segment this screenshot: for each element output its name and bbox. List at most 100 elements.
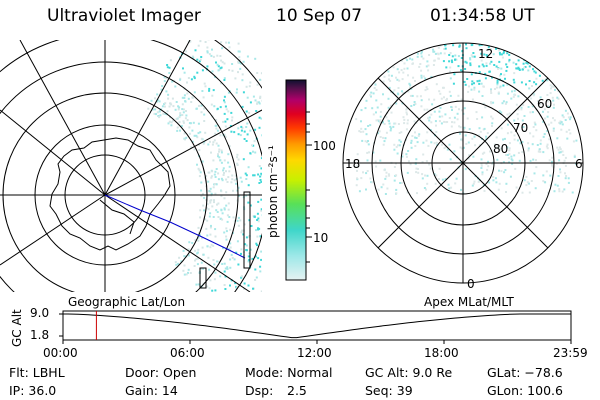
aurora-pixel: [508, 161, 511, 164]
timeline-x-tick: 18:00: [424, 346, 459, 360]
aurora-pixel: [560, 49, 563, 52]
aurora-pixel: [411, 58, 414, 61]
aurora-pixel: [379, 121, 382, 124]
aurora-pixel: [355, 184, 358, 187]
aurora-pixel: [533, 121, 536, 124]
aurora-pixel: [225, 306, 227, 308]
aurora-pixel: [206, 51, 209, 54]
aurora-pixel: [259, 97, 262, 99]
aurora-pixel: [547, 191, 550, 194]
aurora-pixel: [186, 81, 188, 84]
aurora-pixel: [260, 208, 262, 211]
mlt-label-6: 6: [575, 157, 583, 171]
aurora-pixel: [461, 109, 463, 112]
aurora-pixel: [194, 49, 197, 52]
aurora-pixel: [580, 62, 583, 65]
aurora-pixel: [198, 169, 201, 172]
aurora-pixel: [209, 226, 212, 229]
aurora-pixel: [229, 297, 231, 299]
aurora-pixel: [190, 101, 193, 103]
aurora-pixel: [421, 161, 424, 164]
aurora-pixel: [209, 201, 212, 204]
aurora-pixel: [566, 112, 569, 115]
aurora-pixel: [542, 135, 545, 138]
aurora-pixel: [564, 164, 567, 167]
aurora-pixel: [368, 66, 371, 69]
aurora-pixel: [361, 139, 364, 142]
aurora-pixel: [278, 140, 280, 142]
aurora-pixel: [197, 122, 200, 125]
aurora-pixel: [395, 145, 398, 148]
aurora-pixel: [220, 208, 223, 211]
aurora-pixel: [193, 265, 196, 267]
aurora-pixel: [249, 129, 252, 132]
aurora-pixel: [231, 116, 234, 119]
aurora-pixel: [531, 143, 534, 146]
aurora-pixel: [489, 150, 491, 153]
aurora-pixel: [356, 45, 359, 48]
aurora-pixel: [268, 304, 270, 306]
aurora-pixel: [551, 160, 553, 163]
aurora-pixel: [207, 143, 210, 146]
aurora-pixel: [260, 258, 262, 261]
aurora-pixel: [223, 99, 225, 102]
aurora-pixel: [569, 132, 572, 135]
aurora-pixel: [163, 105, 166, 108]
aurora-pixel: [183, 132, 186, 135]
aurora-pixel: [400, 181, 403, 184]
aurora-pixel: [398, 51, 401, 54]
aurora-pixel: [453, 116, 456, 119]
aurora-pixel: [546, 130, 549, 132]
aurora-pixel: [236, 321, 238, 323]
aurora-pixel: [181, 108, 184, 111]
aurora-pixel: [543, 133, 546, 136]
aurora-pixel: [540, 106, 543, 109]
altitude-timeline: [59, 310, 572, 344]
aurora-pixel: [395, 188, 398, 191]
aurora-pixel: [388, 44, 391, 47]
aurora-pixel: [201, 90, 204, 92]
aurora-pixel: [222, 174, 225, 176]
aurora-pixel: [380, 186, 383, 189]
aurora-pixel: [508, 149, 511, 152]
aurora-pixel: [534, 123, 537, 126]
aurora-pixel: [221, 179, 224, 182]
aurora-pixel: [240, 252, 242, 255]
aurora-pixel: [564, 177, 567, 180]
aurora-pixel: [377, 132, 380, 135]
aurora-pixel: [364, 128, 367, 131]
aurora-pixel: [502, 52, 505, 55]
aurora-pixel: [490, 115, 493, 118]
aurora-pixel: [268, 291, 270, 293]
aurora-pixel: [280, 118, 282, 120]
aurora-pixel: [389, 129, 392, 132]
aurora-pixel: [481, 95, 484, 97]
aurora-pixel: [187, 77, 190, 79]
door-status: Door: Open: [125, 365, 197, 380]
aurora-pixel: [538, 74, 541, 77]
aurora-pixel: [209, 233, 212, 236]
aurora-pixel: [482, 65, 485, 68]
aurora-pixel: [450, 125, 453, 128]
aurora-pixel: [210, 151, 212, 154]
aurora-pixel: [556, 137, 559, 140]
aurora-pixel: [558, 121, 561, 124]
aurora-pixel: [561, 190, 564, 193]
aurora-pixel: [571, 191, 574, 194]
aurora-pixel: [478, 65, 481, 68]
aurora-pixel: [224, 105, 227, 108]
aurora-pixel: [564, 109, 567, 112]
aurora-pixel: [556, 77, 559, 80]
aurora-pixel: [380, 71, 383, 74]
aurora-pixel: [513, 119, 516, 122]
aurora-pixel: [222, 167, 225, 170]
aurora-pixel: [226, 181, 229, 183]
aurora-pixel: [247, 255, 250, 258]
aurora-pixel: [407, 45, 410, 48]
aurora-pixel: [213, 139, 216, 142]
aurora-pixel: [375, 65, 378, 68]
aurora-pixel: [562, 66, 565, 69]
aurora-pixel: [163, 76, 166, 79]
aurora-pixel: [367, 48, 369, 51]
aurora-pixel: [253, 215, 256, 218]
